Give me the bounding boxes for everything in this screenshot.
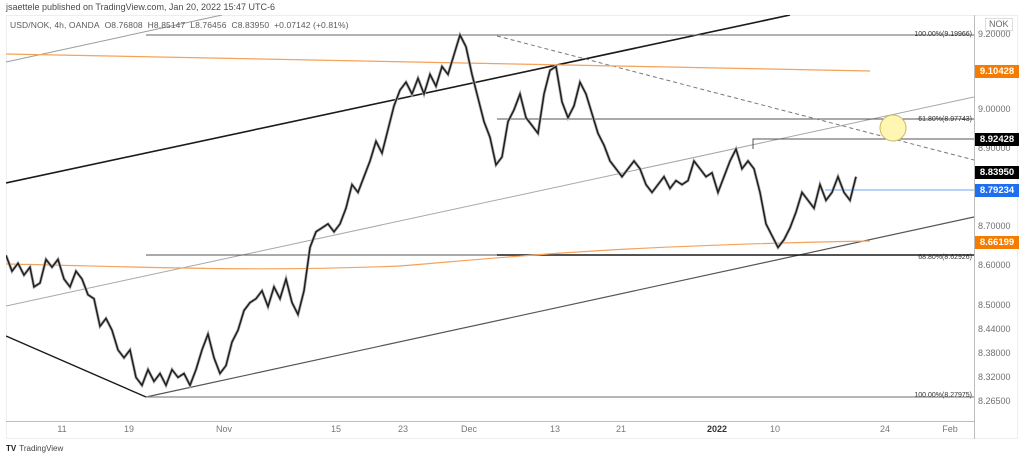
price-axis-label: 9.20000 — [978, 29, 1011, 39]
fib-level-label: 68.80%(8.62926) — [918, 254, 972, 261]
time-axis-label: 19 — [123, 424, 135, 434]
price-axis-label: 8.32000 — [978, 372, 1011, 382]
black-downtrend-line[interactable] — [6, 335, 147, 398]
fib-level-label: 100.00%(8.27975) — [914, 392, 972, 399]
target-zone-circle[interactable] — [879, 114, 907, 142]
orange-ma-upper-tag: 9.10428 — [975, 65, 1019, 78]
price-axis-separator — [974, 15, 975, 439]
price-axis-label: 8.38000 — [978, 348, 1011, 358]
currency-label[interactable]: NOK — [985, 18, 1013, 31]
blue-line-tag: 8.79234 — [975, 184, 1019, 197]
orange-ma-lower[interactable] — [6, 240, 871, 270]
time-axis-label: 2022 — [706, 424, 728, 434]
ascending-support-line[interactable] — [145, 216, 974, 398]
ohlc-change: +0.07142 (+0.81%) — [274, 20, 349, 30]
price-axis-label: 8.60000 — [978, 260, 1011, 270]
price-candles[interactable] — [6, 33, 857, 388]
time-axis-separator — [6, 421, 974, 422]
orange-ma-upper[interactable] — [6, 53, 871, 72]
last-price-tag: 8.83950 — [975, 166, 1019, 179]
tradingview-logo-icon: TV — [6, 444, 17, 453]
chart-frame — [6, 15, 1018, 439]
time-axis-label: 15 — [330, 424, 342, 434]
price-wicks — [6, 31, 858, 389]
symbol-legend: USD/NOK, 4h, OANDA O8.76808 H8.85147 L8.… — [10, 20, 349, 30]
ohlc-low: L8.76456 — [190, 20, 227, 30]
middle-grey-trendline[interactable] — [6, 96, 974, 307]
fib-level-label: 100.00%(9.19966) — [914, 31, 972, 38]
ohlc-high: H8.85147 — [147, 20, 186, 30]
price-axis-label: 8.44000 — [978, 324, 1011, 334]
time-axis-label: Dec — [460, 424, 478, 434]
time-axis-label: 13 — [549, 424, 561, 434]
price-axis-label: 8.50000 — [978, 300, 1011, 310]
publish-info: jsaettele published on TradingView.com, … — [6, 2, 276, 12]
price-axis-label: 9.00000 — [978, 104, 1011, 114]
time-axis-label: 24 — [879, 424, 891, 434]
tradingview-brand[interactable]: TV TradingView — [6, 444, 63, 453]
time-axis-label: Feb — [942, 424, 958, 434]
ohlc-close: C8.83950 — [231, 20, 270, 30]
time-axis-label: 23 — [397, 424, 409, 434]
time-axis-label: 11 — [57, 424, 67, 434]
time-axis-label: Nov — [215, 424, 233, 434]
price-axis-label: 8.90000 — [978, 143, 1011, 153]
fib-level-label: 61.80%(8.97743) — [918, 116, 972, 123]
time-axis-label: 10 — [769, 424, 781, 434]
symbol-name[interactable]: USD/NOK, 4h, OANDA — [10, 20, 100, 30]
orange-ma-lower-tag: 8.66199 — [975, 236, 1019, 249]
brand-name: TradingView — [19, 444, 64, 453]
time-axis-label: 21 — [615, 424, 627, 434]
resistance-tag: 8.92428 — [975, 133, 1019, 146]
dashed-resistance-line[interactable] — [496, 35, 974, 161]
resistance-line[interactable] — [752, 138, 974, 149]
ohlc-open: O8.76808 — [104, 20, 143, 30]
price-axis-label: 8.70000 — [978, 221, 1011, 231]
price-axis-label: 8.26500 — [978, 396, 1011, 406]
